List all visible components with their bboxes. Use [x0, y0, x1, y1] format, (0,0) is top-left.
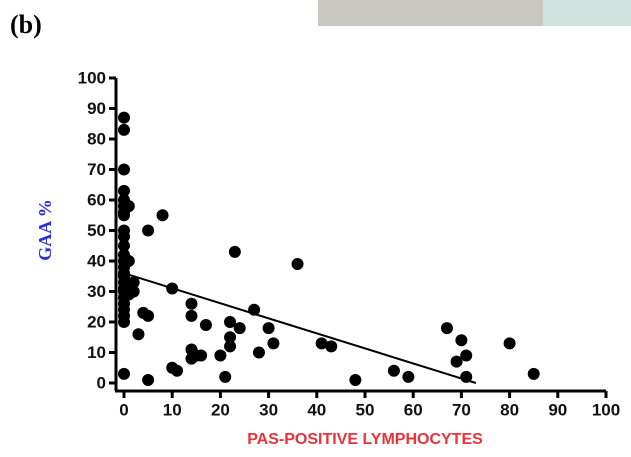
point	[118, 367, 130, 380]
point	[262, 322, 275, 335]
point	[185, 352, 198, 365]
x-tick-label: 60	[404, 400, 423, 419]
point	[315, 337, 328, 350]
point	[118, 163, 130, 176]
trend-line	[123, 272, 477, 384]
point	[118, 230, 130, 243]
point	[267, 337, 280, 350]
x-tick-label: 20	[211, 400, 230, 419]
point	[349, 373, 362, 386]
point	[118, 111, 130, 124]
y-tick-label: 20	[87, 312, 106, 331]
x-tick-label: 70	[452, 400, 471, 419]
point	[214, 349, 227, 362]
y-tick-label: 50	[87, 221, 106, 240]
point	[460, 370, 473, 383]
point	[252, 346, 265, 359]
x-tick-label: 10	[163, 400, 182, 419]
photo-fragment	[543, 0, 631, 26]
y-tick-label: 10	[87, 343, 106, 362]
point	[440, 322, 453, 335]
y-axis-label: GAA %	[35, 199, 55, 261]
point	[118, 239, 130, 252]
y-tick-label: 30	[87, 282, 106, 301]
point	[325, 340, 338, 353]
point	[195, 349, 208, 362]
point	[122, 288, 135, 301]
point	[132, 328, 145, 341]
point	[118, 316, 130, 328]
x-tick-label: 30	[259, 400, 278, 419]
point	[233, 322, 246, 335]
point	[171, 364, 184, 377]
point	[142, 309, 155, 322]
x-tick-label: 100	[592, 400, 620, 419]
point	[118, 123, 130, 136]
x-axis-label: PAS-POSITIVE LYMPHOCYTES	[247, 431, 483, 448]
point	[450, 355, 463, 368]
y-tick-label: 40	[87, 251, 106, 270]
point	[156, 209, 169, 222]
point	[118, 184, 130, 197]
point	[118, 209, 130, 222]
point	[224, 331, 237, 344]
point	[228, 245, 241, 258]
photo-fragment	[318, 0, 543, 26]
point	[199, 319, 212, 332]
point	[219, 370, 232, 383]
point	[122, 255, 135, 267]
point	[122, 200, 135, 213]
y-tick-label: 60	[87, 190, 106, 209]
point	[185, 297, 198, 310]
point	[460, 349, 473, 362]
point	[166, 282, 179, 295]
point	[527, 367, 540, 380]
y-tick-label: 100	[78, 68, 106, 87]
y-tick-label: 70	[87, 160, 106, 179]
point	[248, 303, 261, 316]
panel-label: (b)	[10, 10, 42, 39]
point	[142, 224, 155, 237]
point	[455, 334, 468, 347]
point	[142, 373, 155, 386]
point	[224, 316, 237, 328]
x-tick-label: 90	[548, 400, 567, 419]
y-tick-label: 0	[97, 373, 106, 392]
y-tick-label: 90	[87, 99, 106, 118]
point	[402, 370, 415, 383]
point	[503, 337, 516, 350]
point	[185, 309, 198, 322]
x-tick-label: 80	[500, 400, 519, 419]
x-tick-label: 0	[119, 400, 128, 419]
x-tick-label: 40	[307, 400, 326, 419]
point	[127, 276, 140, 289]
x-tick-label: 50	[356, 400, 375, 419]
point	[291, 258, 304, 271]
point	[387, 364, 400, 377]
point	[224, 340, 237, 353]
y-tick-label: 80	[87, 129, 106, 148]
